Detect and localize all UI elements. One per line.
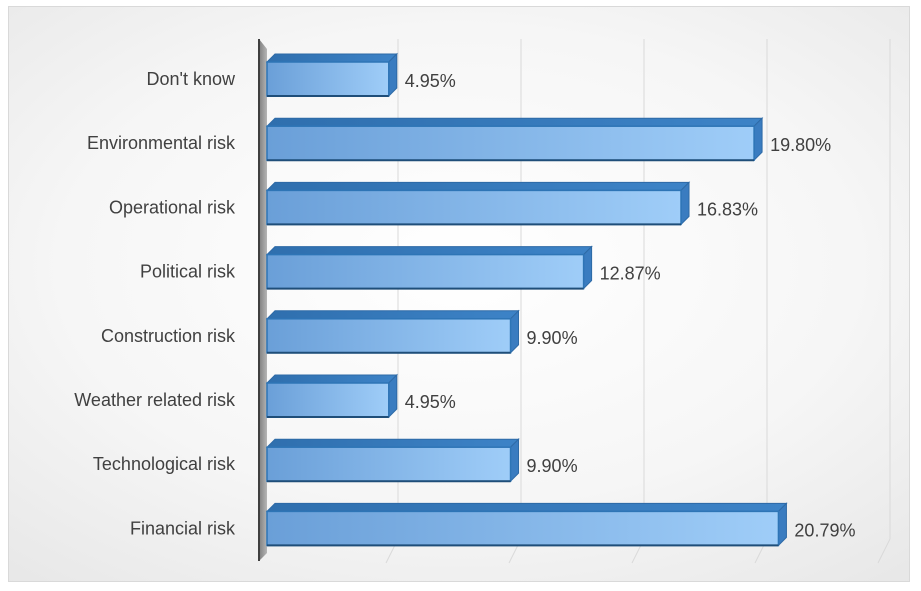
bar-top-face — [265, 53, 398, 63]
bar — [265, 181, 691, 226]
bar-front-face — [266, 446, 512, 482]
bar-side-face — [753, 116, 763, 162]
bar-front-face — [266, 382, 390, 418]
category-label: Financial risk — [130, 518, 236, 538]
category-label: Weather related risk — [74, 390, 236, 410]
bar-top-face — [265, 374, 398, 384]
category-label: Construction risk — [101, 326, 236, 346]
bar-front-face — [266, 253, 585, 290]
bar-front-face — [266, 125, 755, 161]
bar — [265, 373, 398, 419]
bar — [265, 245, 593, 290]
bar-chart: Don't know 4.95% Environmental risk 19.80% O… — [74, 39, 891, 564]
category-label: Technological risk — [93, 454, 236, 474]
data-label: 9.90% — [527, 456, 578, 476]
data-label: 4.95% — [405, 392, 456, 412]
bar-top-face — [265, 246, 593, 256]
data-label: 16.83% — [697, 199, 758, 219]
bar — [265, 309, 520, 355]
bar-front-face — [266, 61, 390, 97]
chart-area: Don't know 4.95% Environmental risk 19.80% O… — [8, 6, 910, 582]
bar-front-face — [266, 318, 512, 354]
bar-top-face — [265, 117, 764, 127]
data-label: 4.95% — [405, 71, 456, 91]
bar-side-face — [510, 437, 520, 483]
bar — [265, 52, 398, 98]
bar-side-face — [680, 181, 690, 226]
bar-side-face — [510, 309, 520, 355]
bar — [265, 116, 764, 162]
bar-side-face — [583, 245, 593, 290]
data-label: 12.87% — [600, 264, 661, 284]
bar-front-face — [266, 510, 780, 547]
bar-front-face — [266, 189, 682, 226]
bar-side-face — [388, 373, 398, 419]
data-label: 19.80% — [770, 135, 831, 155]
bar-top-face — [265, 438, 520, 448]
bar-side-face — [388, 52, 398, 98]
bar-top-face — [265, 181, 691, 191]
bar — [265, 437, 520, 483]
bar-side-face — [777, 502, 787, 547]
bar-top-face — [265, 502, 788, 512]
bar-top-face — [265, 310, 520, 320]
gridline-floor — [877, 538, 891, 564]
category-label: Political risk — [140, 262, 236, 282]
axis-wall — [259, 39, 267, 561]
category-label: Don't know — [147, 69, 236, 89]
category-label: Environmental risk — [87, 133, 236, 153]
category-label: Operational risk — [109, 197, 236, 217]
data-label: 20.79% — [794, 520, 855, 540]
data-label: 9.90% — [527, 328, 578, 348]
bar — [265, 502, 788, 547]
